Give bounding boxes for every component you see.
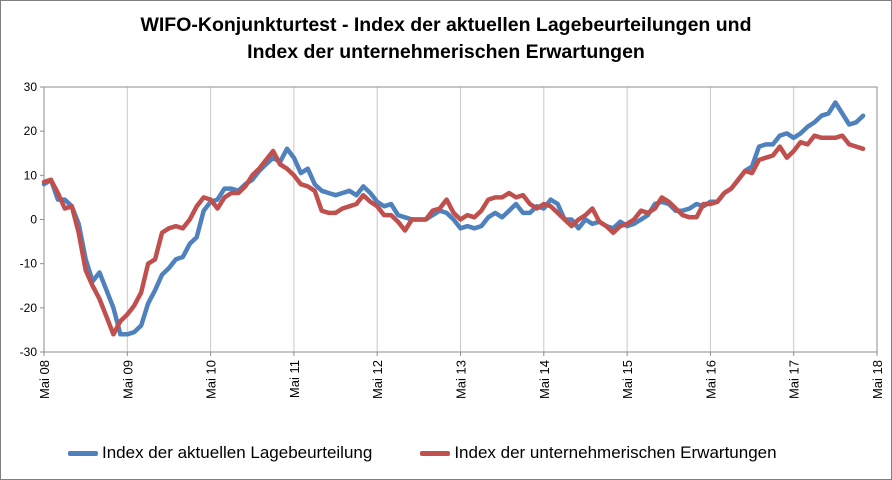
chart-title-line-2: Index der unternehmerischen Erwartungen [247, 41, 645, 63]
x-tick-label: Mai 15 [620, 360, 635, 399]
y-tick-label: 0 [30, 213, 37, 227]
x-tick-label: Mai 11 [287, 360, 302, 398]
x-tick-label: Mai 12 [370, 360, 385, 399]
y-tick-label: -20 [20, 301, 38, 315]
chart-title: WIFO-Konjunkturtest - Index der aktuelle… [0, 12, 892, 66]
x-tick-label: Mai 17 [787, 360, 802, 399]
x-tick-label: Mai 08 [37, 360, 52, 399]
legend-item-erwartungen: Index der unternehmerischen Erwartungen [420, 443, 777, 463]
legend-label-lagebeurteilung: Index der aktuellen Lagebeurteilung [102, 443, 373, 462]
series-line-erwartungen [41, 133, 866, 337]
x-tick-label: Mai 10 [204, 360, 219, 399]
chart-title-line-1: WIFO-Konjunkturtest - Index der aktuelle… [140, 14, 752, 36]
chart-legend: Index der aktuellen Lagebeurteilung Inde… [68, 440, 825, 466]
y-tick-label: 20 [24, 124, 38, 138]
legend-label-erwartungen: Index der unternehmerischen Erwartungen [454, 443, 777, 462]
x-tick-label: Mai 16 [703, 360, 718, 399]
x-tick-label: Mai 13 [454, 360, 469, 399]
y-tick-label: 10 [24, 168, 38, 182]
series-line-lagebeurteilung [41, 100, 866, 337]
x-tick-label: Mai 14 [537, 360, 552, 399]
y-tick-label: -30 [20, 345, 38, 359]
legend-swatch-red [420, 450, 451, 456]
y-tick-label: 30 [24, 80, 38, 94]
legend-item-lagebeurteilung: Index der aktuellen Lagebeurteilung [68, 443, 372, 463]
x-tick-label: Mai 18 [870, 360, 885, 399]
legend-swatch-blue [68, 450, 98, 456]
x-tick-label: Mai 09 [120, 360, 135, 399]
y-tick-label: -10 [20, 257, 38, 271]
